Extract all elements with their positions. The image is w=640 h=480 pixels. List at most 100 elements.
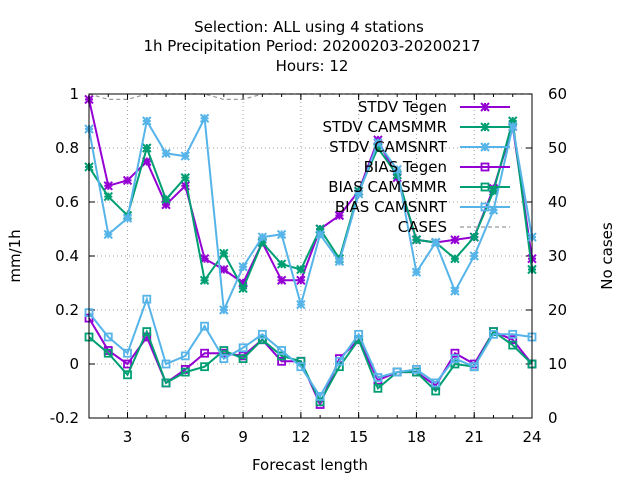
data-point-series-5 — [123, 348, 132, 358]
data-point-series-3 — [277, 356, 287, 366]
data-point-series-5 — [489, 329, 498, 339]
y-tick-label: 0.6 — [55, 193, 79, 211]
data-point-series-0 — [219, 264, 229, 275]
x-axis-label: Forecast length — [252, 456, 368, 474]
plot-area — [84, 93, 537, 409]
data-point-series-1 — [469, 232, 479, 242]
legend-label: CASES — [398, 218, 447, 236]
data-point-series-5 — [103, 332, 113, 342]
data-point-series-0 — [296, 275, 306, 286]
data-point-series-2 — [373, 137, 383, 148]
data-point-series-5 — [431, 378, 441, 388]
y2-tick-label: 50 — [548, 139, 567, 157]
data-point-series-0 — [103, 181, 113, 191]
y2-tick-label: 60 — [548, 85, 567, 103]
data-point-series-4 — [431, 386, 441, 396]
data-point-series-1 — [103, 191, 113, 202]
legend-marker — [480, 162, 490, 172]
data-point-series-5 — [354, 329, 364, 339]
data-point-series-1 — [180, 172, 191, 183]
plot-border — [88, 93, 533, 419]
data-point-series-2 — [392, 164, 402, 175]
x-tick-label: 18 — [407, 428, 426, 446]
data-point-series-4 — [161, 378, 171, 388]
data-point-series-1 — [411, 235, 422, 245]
y-tick-label: 0.4 — [55, 247, 79, 265]
x-tick-label: 3 — [123, 428, 133, 446]
axis-ticks: 3 6 9 12 15 18 21 24-0.200.20.40.60.81010203040… — [50, 85, 567, 446]
data-point-series-5 — [180, 351, 190, 361]
data-point-series-0 — [450, 235, 460, 245]
series-line-6 — [88, 93, 532, 100]
legend-label: STDV CAMSMMR — [322, 118, 447, 136]
y2-tick-label: 0 — [548, 409, 558, 427]
data-point-series-5 — [508, 329, 518, 339]
data-point-series-2 — [122, 213, 133, 223]
data-point-series-4 — [508, 340, 518, 350]
data-point-series-5 — [296, 362, 306, 372]
data-point-series-4 — [257, 335, 267, 345]
data-point-series-5 — [200, 321, 209, 331]
legend-marker — [480, 182, 490, 192]
data-point-series-0 — [122, 175, 133, 186]
series-line-5 — [88, 295, 533, 399]
data-point-series-4 — [180, 367, 190, 377]
x-tick-label: 24 — [522, 428, 541, 446]
data-point-series-5 — [238, 343, 248, 353]
legend-label: STDV CAMSNRT — [329, 138, 448, 156]
x-tick-label: 12 — [291, 428, 310, 446]
data-point-series-4 — [277, 351, 287, 361]
data-point-series-5 — [373, 373, 383, 382]
data-point-series-4 — [123, 370, 132, 380]
data-point-series-2 — [353, 189, 364, 199]
data-point-series-4 — [142, 327, 152, 337]
y-axis-label: mm/1h — [6, 229, 24, 282]
data-point-series-2 — [334, 256, 345, 267]
x-tick-label: 6 — [181, 428, 191, 446]
data-point-series-3 — [123, 359, 132, 369]
y2-tick-label: 20 — [548, 301, 567, 319]
data-point-series-2 — [161, 148, 171, 159]
data-point-series-1 — [219, 248, 229, 259]
data-point-series-2 — [142, 116, 152, 126]
y2-tick-label: 10 — [548, 355, 567, 373]
y2-axis-label: No cases — [598, 222, 616, 290]
data-point-series-5 — [334, 356, 344, 366]
data-point-series-4 — [373, 383, 383, 393]
legend-marker — [480, 142, 490, 152]
x-tick-label: 21 — [465, 428, 484, 446]
data-point-series-2 — [257, 232, 268, 242]
data-point-series-4 — [238, 354, 248, 364]
y-tick-label: 0.2 — [55, 301, 79, 319]
data-point-series-2 — [430, 237, 441, 248]
data-point-series-2 — [238, 262, 248, 272]
data-point-series-3 — [450, 348, 460, 358]
data-point-series-1 — [238, 283, 248, 294]
data-point-series-3 — [508, 335, 518, 345]
data-point-series-5 — [412, 364, 421, 374]
data-point-series-4 — [103, 348, 113, 358]
legend-label: BIAS CAMSNRT — [335, 198, 448, 216]
data-point-series-0 — [180, 181, 191, 191]
data-point-series-4 — [296, 356, 306, 366]
data-point-series-2 — [296, 299, 306, 310]
legend: STDV Tegen STDV CAMSMMR STDV CAMSNRT BIAS T… — [322, 98, 510, 236]
data-point-series-4 — [200, 362, 209, 372]
data-point-series-5 — [257, 329, 267, 339]
legend-marker — [480, 122, 490, 132]
data-point-series-1 — [142, 143, 152, 153]
data-point-series-2 — [450, 286, 460, 296]
data-point-series-4 — [315, 397, 325, 407]
legend-marker — [480, 202, 490, 212]
data-point-series-1 — [450, 253, 460, 264]
data-point-series-0 — [276, 275, 287, 286]
data-point-series-5 — [450, 354, 460, 364]
data-point-series-2 — [315, 229, 325, 240]
y-tick-label: -0.2 — [50, 409, 79, 427]
data-point-series-5 — [161, 359, 171, 369]
data-point-series-0 — [334, 210, 345, 221]
legend-marker — [480, 102, 490, 112]
series-line-4 — [88, 328, 533, 404]
data-point-series-1 — [296, 264, 306, 275]
